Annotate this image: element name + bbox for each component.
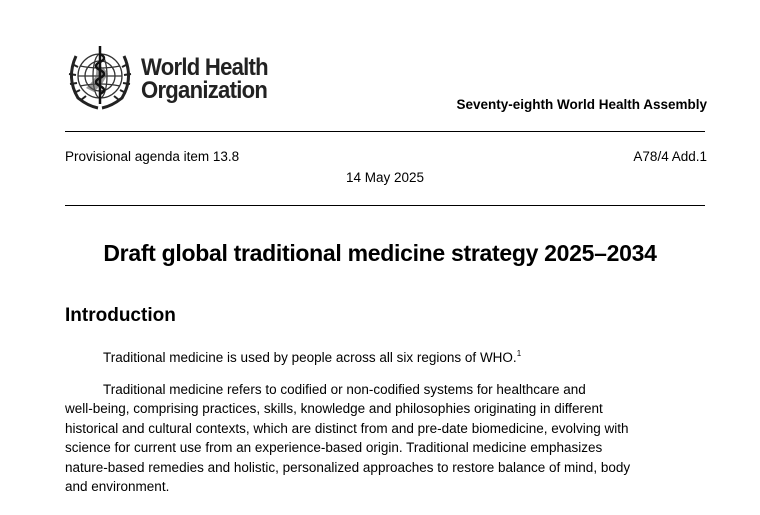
org-name-line2: Organization xyxy=(141,77,268,104)
paragraph-2-line: well-being, comprising practices, skills… xyxy=(65,401,603,417)
paragraph-2: Traditional medicine refers to codified … xyxy=(65,380,725,496)
paragraph-2-line: historical and cultural contexts, which … xyxy=(65,420,629,436)
agenda-item: Provisional agenda item 13.8 xyxy=(65,149,240,164)
org-name-line1: World Health xyxy=(141,54,269,81)
document-date: 14 May 2025 xyxy=(345,170,425,185)
paragraph-2-line: science for current use from an experien… xyxy=(65,440,603,456)
divider-top xyxy=(65,131,705,132)
divider-bottom xyxy=(65,205,705,206)
paragraph-2-line: nature-based remedies and holistic, pers… xyxy=(65,459,631,475)
document-number: A78/4 Add.1 xyxy=(633,149,707,164)
paragraph-1: Traditional medicine is used by people a… xyxy=(65,344,725,367)
section-heading: Introduction xyxy=(65,305,176,326)
footnote-ref[interactable]: 1 xyxy=(516,349,522,358)
document-title: Draft global traditional medicine strate… xyxy=(103,240,657,266)
who-emblem-logo xyxy=(68,46,132,110)
paragraph-2-line: and environment. xyxy=(65,479,170,495)
paragraph-2-line: Traditional medicine refers to codified … xyxy=(103,382,586,397)
paragraph-1-text: Traditional medicine is used by people a… xyxy=(103,350,517,365)
assembly-title: Seventy-eighth World Health Assembly xyxy=(456,97,707,112)
